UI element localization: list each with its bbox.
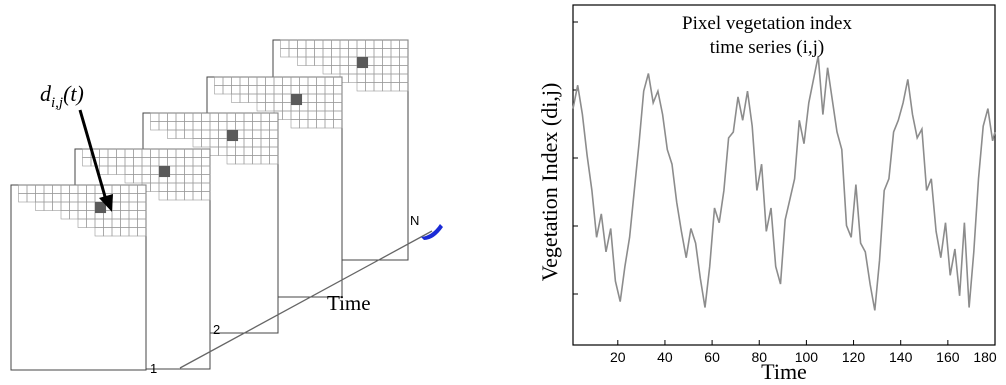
pixel-grid [280, 39, 409, 92]
image-frames [10, 39, 409, 371]
image-frame [10, 184, 147, 371]
x-axis-label: Time [761, 359, 807, 384]
axis-end-marker [421, 224, 443, 240]
highlighted-pixel [291, 94, 303, 106]
vegetation-index-chart: 20 40 60 80 100 120 140 160 180 Pixel vegetation… [537, 4, 997, 384]
x-tick-label: 180 [973, 349, 997, 365]
pixel-label-main: d [40, 81, 52, 106]
x-tick-label: 160 [936, 349, 960, 365]
pixel-grid [150, 112, 279, 165]
x-tick-label: 20 [610, 349, 626, 365]
x-tick-label: 140 [889, 349, 913, 365]
highlighted-pixel [227, 130, 239, 142]
x-tick-label: 80 [751, 349, 767, 365]
frame-label-n: N [410, 213, 419, 228]
image-stack-diagram: di,j(t) 1 2 N Time [10, 39, 443, 376]
x-tick-label: 40 [657, 349, 673, 365]
highlighted-pixel [159, 166, 171, 178]
pixel-label-sub: i,j [51, 95, 63, 111]
time-axis-label: Time [327, 291, 371, 315]
pixel-label-tail: (t) [63, 81, 84, 106]
pixel-pointer-arrow [78, 109, 108, 201]
x-tick-label: 60 [704, 349, 720, 365]
pixel-grid [82, 148, 211, 201]
highlighted-pixel [95, 202, 107, 214]
pixel-label: di,j(t) [40, 81, 84, 111]
chart-subtitle: time series (i,j) [710, 37, 825, 58]
pixel-pointer-arrowhead [99, 194, 113, 212]
series-line [572, 55, 996, 311]
frame-label-2: 2 [213, 322, 220, 337]
chart-title: Pixel vegetation index [682, 13, 852, 34]
x-ticks: 20 40 60 80 100 120 140 160 180 [610, 340, 997, 365]
x-tick-label: 120 [842, 349, 866, 365]
x-tick-label: 100 [795, 349, 819, 365]
highlighted-pixel [357, 57, 369, 69]
time-axis-line [179, 230, 433, 369]
y-axis-label: Vegetation Index (di,j) [537, 83, 562, 282]
frame-label-1: 1 [150, 361, 157, 376]
